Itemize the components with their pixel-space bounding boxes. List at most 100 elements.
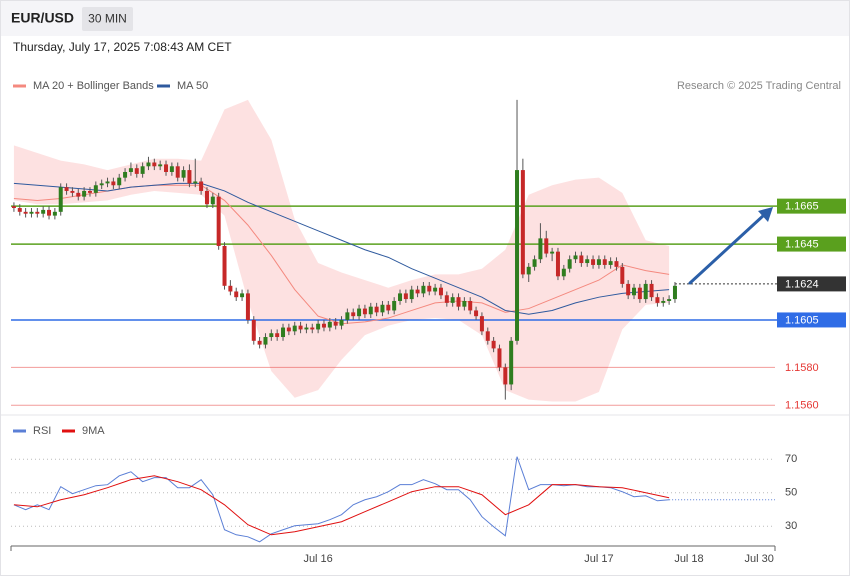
candle-body [251,319,256,341]
candle-body [158,164,163,167]
candle-body [468,300,473,311]
candle-body [310,327,315,330]
candle-body [93,185,98,193]
candle-body [591,259,596,265]
legend-label: MA 50 [177,80,208,92]
candle-body [29,211,34,214]
candle-body [409,289,414,300]
candle-body [152,162,157,167]
candle-body [58,187,63,212]
candle-body [339,319,344,326]
candle-body [134,168,139,174]
forecast-arrow [688,213,766,285]
level-label: 1.1560 [785,400,819,412]
candle-body [275,333,280,338]
legend-swatch [13,84,26,88]
y-tick-label: 50 [785,487,797,499]
timestamp: Thursday, July 17, 2025 7:08:43 AM CET [13,40,232,54]
x-tick-label: Jul 16 [303,553,332,565]
candle-body [421,285,426,294]
candle-body [544,238,549,254]
candle-body [357,308,362,317]
candle-body [105,181,110,184]
candle-body [204,190,209,205]
candle-body [234,291,239,298]
candle-body [146,162,151,167]
candle-body [316,323,321,330]
candle-body [327,321,332,328]
candle-body [123,171,128,178]
symbol: EUR/USD [11,10,74,26]
candle-body [444,295,449,303]
level-box [777,276,846,292]
candle-body [257,340,262,345]
candle-body [573,255,578,260]
candle-body [193,181,198,184]
candle-body [298,325,303,330]
candle-body [485,331,490,341]
candle-body [333,321,338,326]
candle-body [456,297,461,307]
level-label: 1.1605 [785,314,819,326]
candle-body [596,259,601,265]
candle-body [608,261,613,265]
candle-body [462,300,467,307]
candle-body [398,293,403,301]
candle-body [433,287,438,292]
candle-body [286,327,291,332]
candle-body [637,287,642,300]
candle-body [403,293,408,300]
candle-body [579,255,584,264]
candle-body [386,304,391,311]
candle-body [216,196,221,246]
y-tick-label: 30 [785,520,797,532]
candle-body [263,337,268,345]
candle-body [415,289,420,294]
candle-body [304,327,309,330]
candle-body [526,266,531,275]
candle-body [649,283,654,298]
candle-body [281,327,286,338]
candle-body [187,170,192,184]
candle-body [427,285,432,292]
candle-body [222,245,227,286]
candle-body [52,211,57,216]
series-line [13,475,670,536]
candle-body [538,238,543,260]
candle-body [503,367,508,385]
candle-body [175,166,180,178]
level-label: 1.1645 [785,238,819,250]
candle-body [269,333,274,338]
candle-body [620,266,625,284]
x-tick-label: Jul 18 [674,553,703,565]
candle-body [532,259,537,267]
candle-body [626,283,631,296]
level-label: 1.1580 [785,362,819,374]
candle-body [567,259,572,269]
candle-body [23,211,28,214]
candle-body [128,168,133,172]
x-tick-label: Jul 30 [745,553,774,565]
candle-body [181,170,186,178]
candle-body [661,300,666,303]
interval-box [82,7,133,31]
legend-swatch [157,84,170,88]
candle-body [362,308,367,315]
candle-body [228,285,233,292]
level-box [777,312,846,328]
candle-body [614,261,619,267]
candle-body [35,211,40,214]
candle-body [585,259,590,264]
candle-body [520,170,525,275]
legend-label: MA 20 + Bollinger Bands [33,80,154,92]
level-box [777,198,846,214]
candle-body [111,181,116,186]
interval: 30 MIN [88,12,127,26]
candle-body [438,287,443,296]
candle-body [497,348,502,368]
candle-body [76,192,81,197]
candle-body [345,312,350,320]
candle-body [602,259,607,265]
